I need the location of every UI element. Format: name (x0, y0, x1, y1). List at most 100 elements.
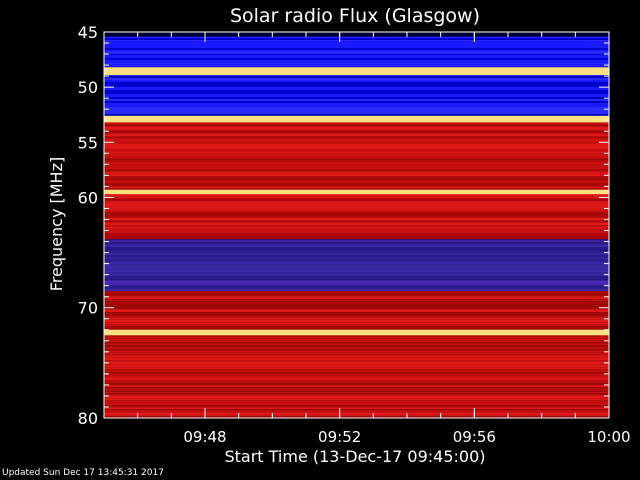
band-medium (104, 233, 609, 235)
band-low-medium (104, 266, 609, 269)
band-medium (104, 312, 609, 315)
band-medium (104, 317, 609, 320)
band-low (104, 38, 609, 40)
band-medium (104, 235, 609, 239)
band-medium (104, 292, 609, 294)
band-low-medium (104, 276, 609, 280)
y-tick-label: 60 (78, 188, 98, 207)
band-low (104, 90, 609, 92)
band-low (104, 78, 609, 80)
band-medium (104, 150, 609, 152)
band-medium (104, 125, 609, 127)
band-medium (104, 182, 609, 184)
band-low-medium (104, 239, 609, 241)
band-low (104, 54, 609, 55)
plot-frame (103, 31, 610, 419)
band-medium (104, 238, 609, 240)
band-medium (104, 159, 609, 161)
band-low (104, 51, 609, 54)
band-medium (104, 324, 609, 327)
band-low (104, 103, 609, 105)
axes: 45 50 55 60 70 80 09:48 09:52 09:56 10:00 (78, 23, 631, 446)
band-medium (104, 372, 609, 375)
band-medium (104, 122, 609, 125)
band-medium (104, 149, 609, 151)
band-low (104, 79, 609, 81)
band-medium (104, 326, 609, 330)
band-low (104, 82, 609, 85)
band-medium (104, 319, 609, 323)
band-medium (104, 336, 609, 339)
band-low (104, 58, 609, 60)
updated-timestamp: Updated Sun Dec 17 13:45:31 2017 (2, 468, 164, 478)
band-medium (104, 390, 609, 392)
band-medium (104, 415, 609, 417)
band-low (104, 60, 609, 63)
band-medium (104, 367, 609, 370)
y-tick-label: 80 (78, 409, 98, 428)
band-medium (104, 193, 609, 197)
band-medium (104, 293, 609, 297)
x-tick-label: 09:56 (453, 428, 496, 446)
band-medium (104, 340, 609, 343)
band-low (104, 75, 609, 77)
band-low (104, 101, 609, 104)
band-medium (104, 160, 609, 162)
band-edge (104, 32, 609, 37)
band-medium (104, 393, 609, 396)
band-medium (104, 387, 609, 389)
band-medium (104, 208, 609, 211)
band-medium (104, 206, 609, 209)
band-medium (104, 181, 609, 183)
band-low (104, 76, 609, 79)
band-medium (104, 131, 609, 134)
y-axis-label: Frequency [MHz] (47, 157, 66, 291)
band-low-medium (104, 255, 609, 258)
band-low (104, 91, 609, 95)
band-low (104, 43, 609, 45)
band-low (104, 37, 609, 38)
y-tick-label: 55 (78, 133, 98, 152)
band-medium (104, 301, 609, 305)
band-low (104, 40, 609, 41)
band-medium (104, 361, 609, 365)
y-tick-label: 70 (78, 299, 98, 318)
band-medium (104, 350, 609, 353)
band-medium (104, 306, 609, 309)
x-tick-label: 09:52 (318, 428, 361, 446)
band-medium (104, 291, 609, 293)
band-medium (104, 374, 609, 376)
band-low-medium (104, 290, 609, 292)
band-medium (104, 136, 609, 139)
band-low-medium (104, 269, 609, 273)
band-medium (104, 391, 609, 393)
band-medium (104, 314, 609, 317)
plot-area (104, 32, 609, 418)
band-medium (104, 126, 609, 130)
band-low-medium (104, 285, 609, 289)
x-tick-label: 09:48 (183, 428, 226, 446)
band-medium (104, 176, 609, 180)
band-medium (104, 345, 609, 348)
band-very-high (104, 67, 609, 76)
band-medium (104, 389, 609, 391)
band-medium (104, 161, 609, 165)
band-medium (104, 156, 609, 159)
band-low-medium (104, 257, 609, 259)
band-low-medium (104, 240, 609, 242)
band-medium (104, 412, 609, 416)
band-medium (104, 171, 609, 173)
band-medium (104, 129, 609, 131)
band-medium (104, 398, 609, 401)
band-medium (104, 347, 609, 350)
band-low (104, 66, 609, 68)
band-low-medium (104, 268, 609, 270)
band-medium (104, 329, 609, 331)
band-medium (104, 322, 609, 325)
band-medium (104, 405, 609, 408)
band-medium (104, 148, 609, 150)
band-medium (104, 130, 609, 132)
band-medium (104, 228, 609, 231)
band-medium (104, 198, 609, 202)
